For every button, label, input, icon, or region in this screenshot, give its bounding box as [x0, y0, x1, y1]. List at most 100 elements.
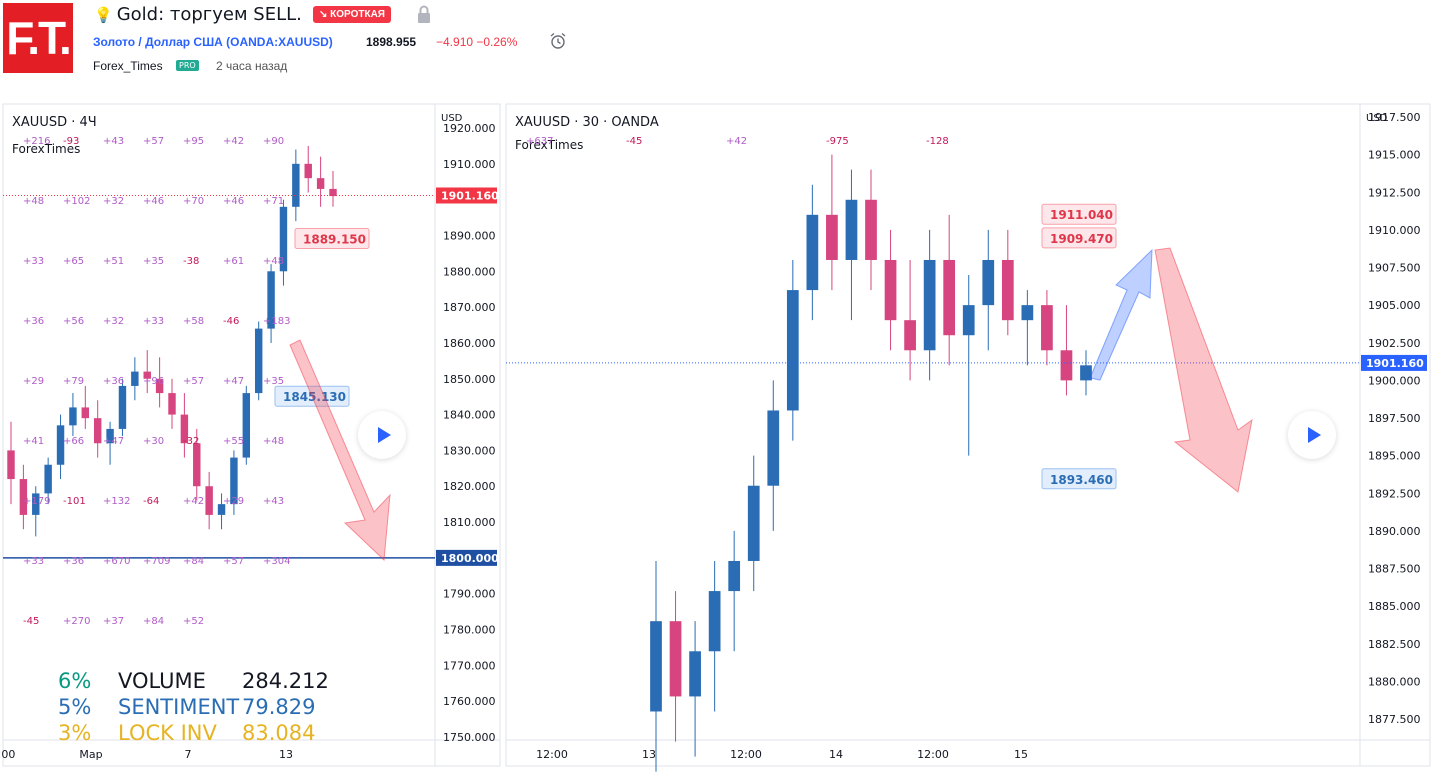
candle-body	[669, 621, 682, 697]
symbol-link[interactable]: Золото / Доллар США (OANDA:XAUUSD)	[93, 35, 333, 49]
price-tick-label: 1915.000	[1368, 149, 1421, 162]
price-tick-label: 1895.000	[1368, 450, 1421, 463]
trade-tag: +79	[63, 376, 84, 387]
candle-body	[962, 305, 975, 336]
price-tick-label: 1887.500	[1368, 563, 1421, 576]
price-tick-label: 1877.500	[1368, 713, 1421, 726]
candle-body	[56, 425, 65, 465]
time-tick-label: 12:00	[917, 748, 949, 761]
level-tag: 1800.000	[441, 552, 499, 565]
published-time: 2 часа назад	[216, 59, 288, 73]
time-tick-label: 12:00	[730, 748, 762, 761]
idea-title-text: Gold: торгуем SELL.	[116, 4, 302, 25]
trade-tag: +32	[103, 196, 124, 207]
trade-tag: -32	[183, 436, 199, 447]
price-tick-label: 1890.000	[1368, 525, 1421, 538]
candle-body	[180, 414, 189, 444]
trade-tag: +30	[143, 436, 164, 447]
trade-tag: +670	[103, 556, 130, 567]
trade-tag: +132	[103, 496, 130, 507]
trade-tag: -101	[63, 496, 86, 507]
trade-tag: +58	[183, 316, 204, 327]
price-tick-label: 1870.000	[443, 301, 496, 314]
candle-body	[1001, 259, 1014, 321]
candle-body	[93, 418, 102, 444]
trade-tag: +42	[726, 136, 747, 147]
candle-body	[131, 371, 139, 386]
candle-body	[217, 504, 226, 515]
trade-tag: -45	[626, 136, 642, 147]
trade-tag: +90	[263, 136, 284, 147]
price-tick-label: 1880.000	[1368, 675, 1421, 688]
trade-tag: -45	[23, 616, 39, 627]
price-tick-label: 1912.500	[1368, 186, 1421, 199]
price-callout-box	[1041, 203, 1117, 225]
price-tick-label: 1830.000	[443, 444, 496, 457]
stat-value: 79.829	[242, 695, 315, 719]
price-tick-label: 1840.000	[443, 409, 496, 422]
pro-badge: PRO	[176, 60, 199, 71]
trade-tag: +57	[183, 376, 204, 387]
price-tick-label: 1850.000	[443, 373, 496, 386]
trade-tag: +84	[143, 616, 164, 627]
lock-icon	[418, 5, 430, 23]
price-tick-label: 1880.000	[443, 265, 496, 278]
price-tick-label: 1910.000	[1368, 224, 1421, 237]
trade-tag: -128	[926, 136, 949, 147]
candle-body	[767, 410, 780, 486]
price-tick-label: 1897.500	[1368, 412, 1421, 425]
stat-value: 83.084	[242, 721, 315, 745]
trade-tag: +48	[263, 436, 284, 447]
candle-body	[44, 464, 52, 494]
play-button-left[interactable]	[358, 411, 406, 459]
trade-tag: -93	[63, 136, 79, 147]
candle-body	[304, 163, 312, 179]
brand-logo[interactable]: F.T.	[3, 3, 73, 73]
trade-tag: +61	[223, 256, 244, 267]
trade-tag: +33	[23, 556, 44, 567]
price-tick-label: 1890.000	[443, 229, 496, 242]
candle-body	[845, 199, 858, 260]
candle-body	[205, 486, 213, 515]
candle-body	[143, 371, 151, 379]
trade-tag: +47	[223, 376, 244, 387]
candle-body	[316, 178, 325, 189]
time-tick-label: 15	[1014, 748, 1028, 761]
candle-body	[923, 259, 936, 351]
stat-name: SENTIMENT	[118, 695, 239, 719]
price-tick-label: 1902.500	[1368, 337, 1421, 350]
candle-body	[168, 393, 176, 415]
trade-tag: +102	[63, 196, 90, 207]
trade-tag: +48	[263, 256, 284, 267]
trade-tag: +71	[263, 196, 284, 207]
last-price-tag: 1901.160	[1366, 357, 1424, 370]
play-button-right[interactable]	[1288, 411, 1336, 459]
candle-body	[279, 206, 288, 272]
stat-percent: 6%	[58, 669, 91, 693]
price-callout-box	[1041, 468, 1117, 490]
candle-body	[1060, 350, 1073, 381]
candle-body	[1041, 305, 1053, 351]
trade-tag: +55	[223, 436, 244, 447]
trade-tag: +42	[223, 136, 244, 147]
alarm-clock-icon[interactable]	[549, 32, 567, 50]
price-tick-label: 1905.000	[1368, 299, 1421, 312]
price-tick-label: 1917.500	[1368, 111, 1421, 124]
candle-body	[1021, 305, 1034, 321]
author-name[interactable]: Forex_Times	[93, 59, 163, 73]
trade-tag: +43	[103, 136, 124, 147]
trade-tag: +33	[143, 316, 164, 327]
price-tick-label: 1900.000	[1368, 374, 1421, 387]
trade-tag: +709	[143, 556, 170, 567]
candle-body	[904, 320, 916, 351]
price-tick-label: 1860.000	[443, 337, 496, 350]
axis-currency-label: USD	[1366, 113, 1388, 124]
axis-currency-label: USD	[441, 113, 463, 124]
trade-tag: +66	[63, 436, 84, 447]
chart-subtitle: ForexTimes	[12, 142, 80, 156]
trade-tag: +183	[263, 316, 290, 327]
price-callout-label: 1889.150	[303, 233, 366, 247]
trade-tag: +57	[143, 136, 164, 147]
candle-body	[230, 457, 238, 505]
